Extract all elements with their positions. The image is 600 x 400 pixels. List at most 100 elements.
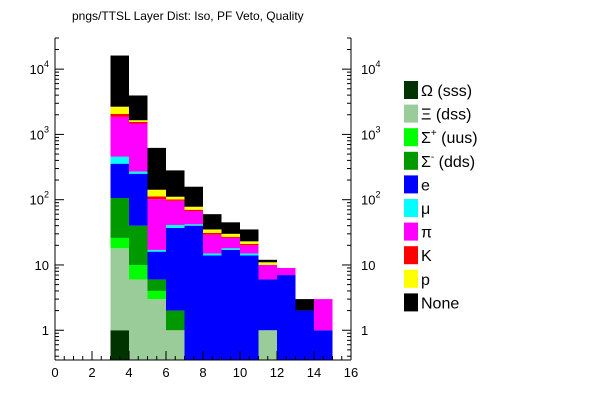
legend-swatch [404, 269, 418, 288]
bar-segment [110, 198, 129, 238]
legend-swatch [404, 128, 418, 147]
bar-segment [129, 121, 148, 124]
bar-segment [147, 251, 166, 280]
legend-label: Σ- (dds) [421, 152, 475, 171]
bar-segment [110, 330, 129, 360]
bar-segment [110, 248, 129, 331]
axes: 0 2 4 6 8 10 12 14 16 1 1 10 10 102 102 103 103 104 104 [30, 37, 380, 380]
y-tick-label: 10 [35, 258, 49, 273]
bar-segment [147, 196, 166, 200]
bar-segment [277, 267, 296, 276]
bar-segment [110, 156, 129, 164]
bar-segment [129, 95, 148, 121]
bar-segment [166, 200, 185, 225]
y-tick-label-right: 1 [361, 323, 368, 338]
bar-segment [147, 279, 166, 291]
bar-segment [258, 264, 277, 280]
bar-segment [295, 299, 314, 311]
chart-title: pngs/TTSL Layer Dist: Iso, PF Veto, Qual… [72, 9, 304, 23]
legend-label: π [421, 225, 432, 242]
y-tick-label-right: 104 [361, 59, 380, 77]
bar-segment [221, 222, 240, 234]
x-tick-label: 8 [199, 365, 206, 380]
bar-segment [147, 299, 166, 360]
bar-segment [203, 234, 222, 254]
bar-segment [314, 330, 333, 360]
bar-segment [221, 233, 240, 237]
bar-segment [295, 310, 314, 360]
x-tick-label: 16 [344, 365, 358, 380]
x-tick-label: 10 [233, 365, 247, 380]
bar-segment [129, 173, 148, 226]
bar-segment [110, 237, 129, 249]
legend-swatch [404, 104, 418, 123]
bar-segment [166, 330, 185, 360]
bar-segment [147, 147, 166, 190]
y-tick-label: 102 [30, 190, 49, 208]
legend-swatch [404, 81, 418, 99]
bar-segment [221, 248, 240, 250]
y-tick-label-right: 102 [361, 190, 380, 208]
bar-segment [166, 199, 185, 201]
y-tick-label: 104 [30, 59, 49, 77]
bar-segment [166, 170, 185, 197]
bar-segment [147, 249, 166, 252]
legend-swatch [404, 222, 418, 241]
legend-label: Ω (sss) [421, 83, 472, 100]
bar-segment [277, 275, 296, 360]
bar-segment [166, 227, 185, 311]
bar-segment [221, 236, 240, 238]
x-tick-label: 6 [162, 365, 169, 380]
y-tick-label: 103 [30, 124, 49, 142]
x-tick-label: 0 [51, 365, 58, 380]
legend-label: Ξ (dss) [421, 107, 471, 124]
bar-segment [110, 106, 129, 114]
bar-segment [221, 249, 240, 360]
bar-segment [110, 163, 129, 199]
legend-swatch [404, 293, 418, 312]
bar-segment [203, 253, 222, 256]
bar-segment [240, 245, 259, 254]
bar-segment [129, 264, 148, 280]
bar-segment [203, 232, 222, 235]
bar-segment [184, 209, 203, 212]
bar-segment [221, 237, 240, 249]
bar-segment [258, 279, 277, 331]
x-tick-label: 4 [125, 365, 132, 380]
bar-segment [184, 211, 203, 225]
legend-label: μ [421, 201, 430, 218]
legend-label: p [421, 272, 430, 289]
bar-segment [203, 229, 222, 233]
y-tick-label: 1 [42, 323, 49, 338]
bar-segment [240, 255, 259, 360]
bar-segment [129, 123, 148, 172]
bar-segment [147, 290, 166, 300]
bar-segment [258, 259, 277, 263]
bar-segment [184, 186, 203, 207]
bar-segment [184, 225, 203, 360]
bar-segment [184, 206, 203, 210]
legend-swatch [404, 199, 418, 217]
bar-segment [240, 243, 259, 246]
y-tick-label-right: 103 [361, 124, 380, 142]
bar-segment [240, 229, 259, 242]
x-tick-label: 14 [307, 365, 321, 380]
bar-segment [314, 299, 333, 331]
bar-segment [110, 116, 129, 157]
bar-segment [258, 262, 277, 265]
bar-segment [110, 55, 129, 107]
bar-segment [240, 241, 259, 244]
legend-swatch [404, 175, 418, 194]
histogram-bars [110, 55, 333, 360]
x-tick-label: 2 [88, 365, 95, 380]
x-tick-label: 12 [270, 365, 284, 380]
bar-segment [110, 113, 129, 117]
bar-segment [129, 225, 148, 265]
bar-segment [129, 279, 148, 360]
legend-swatch [404, 246, 418, 265]
bar-segment [258, 330, 277, 360]
y-tick-label-right: 10 [361, 258, 375, 273]
bar-segment [203, 214, 222, 230]
